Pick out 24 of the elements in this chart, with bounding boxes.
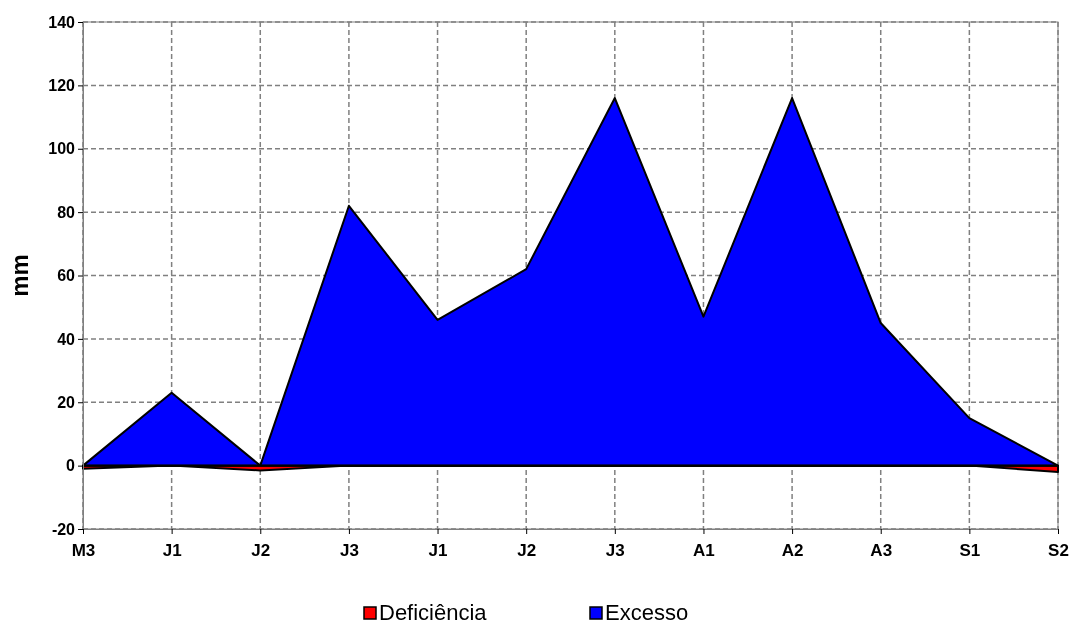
y-tick-label: 60 — [57, 267, 76, 285]
y-tick-label: 100 — [48, 140, 76, 158]
x-tick-label: J3 — [605, 540, 625, 560]
x-tick-label: S2 — [1048, 540, 1069, 560]
y-tick-label: 0 — [66, 457, 76, 475]
y-tick-label: 80 — [57, 203, 76, 221]
x-tick-label: A2 — [781, 540, 804, 560]
x-tick-label: J1 — [162, 540, 182, 560]
y-tick-label: 40 — [57, 330, 76, 348]
legend-label: Excesso — [605, 600, 689, 625]
x-tick-label: J2 — [251, 540, 271, 560]
y-tick-label: 20 — [57, 393, 76, 411]
x-tick-label: J3 — [339, 540, 359, 560]
y-tick-label: 140 — [48, 13, 76, 31]
legend-label: Deficiência — [379, 600, 488, 625]
x-tick-label: S1 — [959, 540, 981, 560]
x-tick-label: J1 — [428, 540, 448, 560]
y-axis-title: mm — [6, 254, 33, 297]
x-tick-label: M3 — [71, 540, 96, 560]
x-tick-label: J2 — [517, 540, 537, 560]
x-tick-label: A1 — [693, 540, 715, 560]
x-tick-label: A3 — [870, 540, 893, 560]
y-tick-label: 120 — [48, 77, 76, 94]
y-tick-label: -20 — [51, 520, 76, 538]
